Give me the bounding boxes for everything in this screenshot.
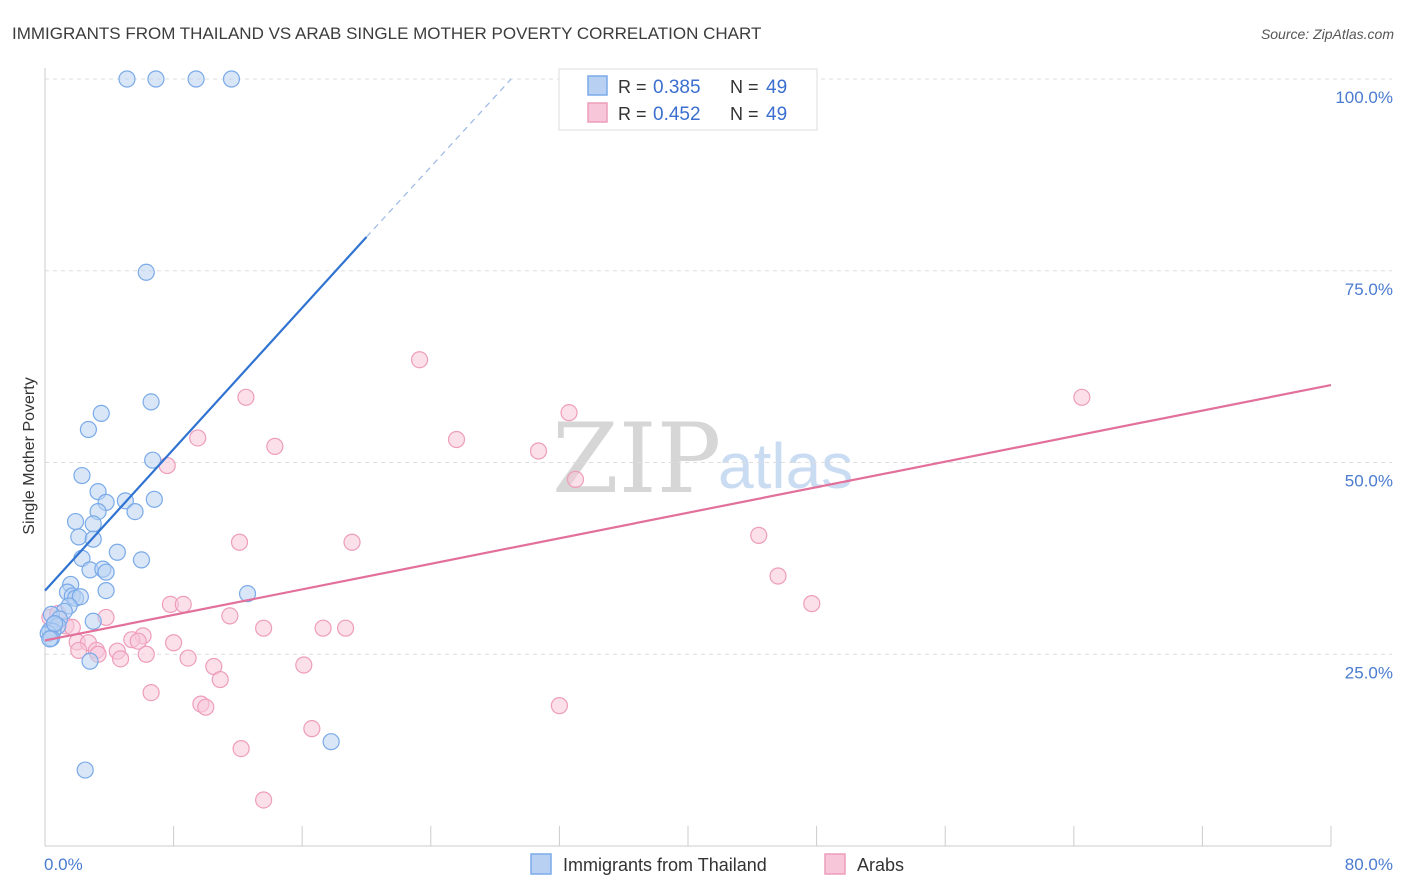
trend-lines — [44, 78, 1332, 642]
arabs-point — [255, 791, 273, 809]
axes — [44, 68, 1332, 847]
arabs-point — [529, 442, 548, 460]
thailand-point — [97, 581, 115, 600]
bottom-legend-label-thailand: Immigrants from Thailand — [563, 855, 767, 875]
arabs-trend-line — [44, 383, 1332, 642]
arabs-point — [137, 645, 155, 663]
y-tick-label-75: 75.0% — [1345, 280, 1393, 299]
y-tick-label-25: 25.0% — [1345, 663, 1393, 682]
thailand-point — [66, 512, 85, 531]
arabs-point — [165, 634, 183, 652]
legend: R = 0.385 N = 49 R = 0.452 N = 49 — [558, 68, 818, 131]
legend-n-label-arabs: N = — [730, 104, 759, 124]
watermark-atlas: atlas — [718, 430, 853, 502]
arabs-point — [803, 595, 821, 613]
watermark-zip: ZIP — [552, 403, 721, 515]
arabs-point — [232, 739, 250, 758]
y-tick-label-100: 100.0% — [1335, 88, 1393, 107]
thailand-point — [118, 70, 136, 88]
legend-swatch-arabs — [587, 102, 608, 123]
x-tick-label-left: 0.0% — [44, 855, 83, 874]
legend-n-value-arabs: 49 — [766, 104, 787, 125]
legend-r-value-thailand: 0.385 — [653, 77, 701, 98]
thailand-trend-line — [44, 236, 368, 592]
thailand-point — [322, 733, 340, 751]
thailand-point — [46, 614, 64, 633]
thailand-point — [137, 263, 155, 281]
arabs-point — [230, 533, 249, 551]
arabs-point — [158, 456, 176, 475]
arabs-point — [295, 656, 313, 674]
gridlines — [45, 78, 1392, 655]
thailand-point — [84, 515, 102, 533]
thailand-trend-extension — [366, 78, 512, 238]
thailand-point — [73, 466, 91, 485]
thailand-point — [238, 585, 257, 603]
arabs-point — [111, 650, 130, 668]
thailand-point — [222, 70, 241, 88]
arabs-point — [221, 607, 239, 625]
bottom-legend-swatch-thailand — [530, 853, 552, 875]
y-axis-label: Single Mother Poverty — [21, 377, 38, 534]
legend-swatch-thailand — [587, 75, 608, 96]
legend-n-value-thailand: 49 — [766, 77, 787, 98]
thailand-point — [142, 393, 160, 411]
thailand-point — [92, 404, 110, 423]
bottom-legend: Immigrants from Thailand Arabs — [530, 853, 904, 875]
x-tick-label-right: 80.0% — [1345, 855, 1393, 874]
arabs-point — [314, 619, 332, 637]
thailand-point — [144, 451, 162, 469]
arabs-point — [337, 619, 355, 637]
thailand-point — [81, 652, 99, 670]
legend-n-label-thailand: N = — [730, 77, 759, 97]
arabs-point — [769, 567, 787, 585]
arabs-point — [179, 649, 197, 667]
legend-r-value-arabs: 0.452 — [653, 104, 701, 125]
thailand-point — [145, 490, 163, 508]
scatter-points — [39, 70, 1091, 809]
y-tick-labels: 100.0% 75.0% 50.0% 25.0% — [1335, 88, 1393, 682]
thailand-point — [70, 528, 88, 546]
legend-r-label-thailand: R = — [618, 77, 647, 97]
arabs-point — [197, 698, 215, 716]
arabs-point — [266, 437, 284, 455]
arabs-point — [211, 670, 229, 689]
arabs-point — [550, 697, 569, 715]
arabs-point — [303, 720, 321, 738]
arabs-point — [447, 430, 466, 449]
bottom-legend-swatch-arabs — [824, 853, 846, 875]
thailand-point — [79, 420, 98, 439]
arabs-point — [129, 632, 147, 650]
thailand-point — [187, 70, 205, 88]
arabs-point — [750, 526, 768, 544]
arabs-point — [255, 619, 273, 637]
arabs-point — [237, 388, 255, 406]
arabs-point — [142, 683, 160, 702]
y-tick-label-50: 50.0% — [1345, 472, 1393, 491]
thailand-point — [97, 563, 115, 581]
thailand-point — [71, 588, 89, 606]
thailand-point — [126, 502, 144, 521]
thailand-point — [132, 551, 151, 569]
arabs-point — [70, 641, 88, 660]
arabs-point — [1073, 388, 1091, 406]
thailand-point — [108, 543, 126, 561]
thailand-point — [147, 70, 165, 88]
arabs-point — [343, 533, 361, 551]
legend-r-label-arabs: R = — [618, 104, 647, 124]
chart-title: IMMIGRANTS FROM THAILAND VS ARAB SINGLE … — [12, 24, 761, 43]
arabs-point — [566, 470, 585, 488]
thailand-point — [76, 761, 94, 779]
thailand-point — [84, 612, 102, 630]
chart-source: Source: ZipAtlas.com — [1261, 26, 1394, 42]
arabs-point — [560, 404, 578, 422]
arabs-point — [189, 429, 207, 447]
arabs-point — [410, 351, 429, 369]
arabs-point — [174, 595, 192, 613]
bottom-legend-label-arabs: Arabs — [857, 855, 904, 875]
